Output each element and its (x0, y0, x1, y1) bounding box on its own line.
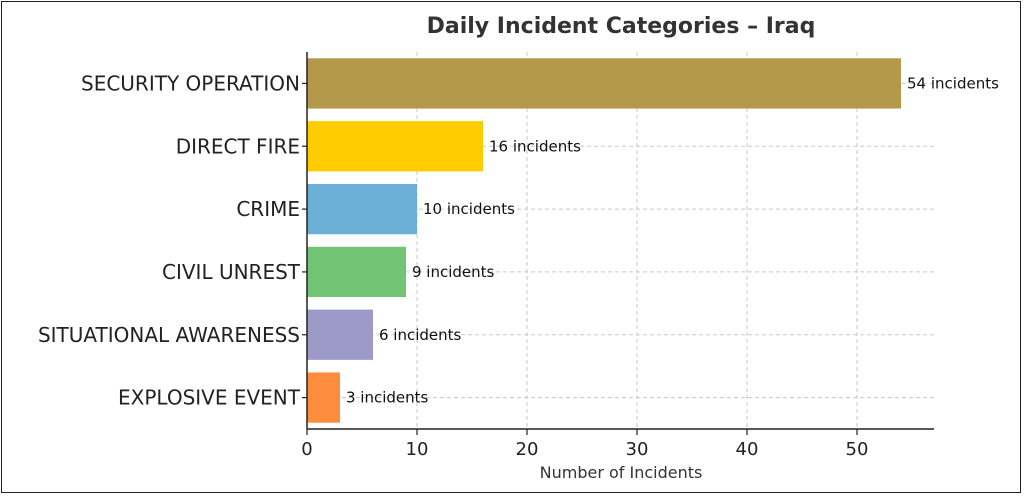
data-labels: 54 incidents 16 incidents 10 incidents 9 in… (346, 74, 999, 406)
x-tick-label-40: 40 (736, 439, 759, 460)
data-label-1: 16 incidents (489, 137, 581, 155)
category-label-1: DIRECT FIRE (176, 134, 300, 158)
x-tick-label-20: 20 (516, 439, 539, 460)
x-ticks: 0 10 20 30 40 50 (301, 82, 869, 460)
data-label-4: 6 incidents (379, 326, 462, 344)
category-label-5: EXPLOSIVE EVENT (118, 386, 301, 410)
x-tick-label-0: 0 (301, 439, 312, 460)
category-label-0: SECURITY OPERATION (81, 71, 300, 95)
data-label-2: 10 incidents (423, 200, 515, 218)
bar-2 (307, 183, 417, 235)
data-label-3: 9 incidents (412, 263, 495, 281)
category-label-3: CIVIL UNREST (162, 260, 301, 284)
category-label-2: CRIME (236, 197, 300, 221)
chart-title: Daily Incident Categories – Iraq (427, 14, 816, 39)
axes (306, 52, 934, 430)
bars (307, 58, 901, 423)
data-label-5: 3 incidents (346, 389, 429, 407)
category-label-4: SITUATIONAL AWARENESS (38, 323, 300, 347)
x-axis-title: Number of Incidents (540, 463, 703, 482)
x-tick-label-10: 10 (406, 439, 429, 460)
bar-4 (307, 309, 373, 360)
bar-3 (307, 246, 406, 298)
bar-1 (307, 121, 483, 172)
bar-0 (307, 58, 901, 109)
bar-5 (307, 372, 340, 423)
x-tick-label-30: 30 (626, 439, 649, 460)
data-label-0: 54 incidents (907, 74, 999, 92)
category-labels: SECURITY OPERATION DIRECT FIRE CRIME CIVIL … (38, 71, 301, 409)
x-tick-label-50: 50 (846, 439, 869, 460)
